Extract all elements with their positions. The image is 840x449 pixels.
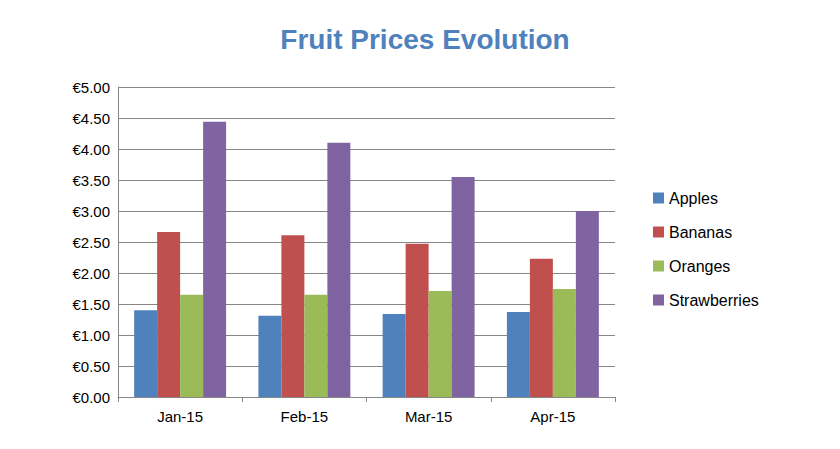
svg-text:Fruit Prices Evolution: Fruit Prices Evolution bbox=[280, 24, 569, 55]
svg-text:Apples: Apples bbox=[669, 190, 718, 207]
svg-text:Feb-15: Feb-15 bbox=[281, 408, 329, 425]
svg-text:Mar-15: Mar-15 bbox=[405, 408, 453, 425]
svg-text:€3.50: €3.50 bbox=[72, 172, 110, 189]
svg-text:Apr-15: Apr-15 bbox=[530, 408, 575, 425]
svg-text:Jan-15: Jan-15 bbox=[157, 408, 203, 425]
svg-text:€3.00: €3.00 bbox=[72, 203, 110, 220]
svg-text:€0.50: €0.50 bbox=[72, 358, 110, 375]
svg-text:Bananas: Bananas bbox=[669, 224, 732, 241]
svg-text:Strawberries: Strawberries bbox=[669, 292, 759, 309]
svg-text:€5.00: €5.00 bbox=[72, 79, 110, 96]
svg-text:€0.00: €0.00 bbox=[72, 389, 110, 406]
svg-text:€2.00: €2.00 bbox=[72, 265, 110, 282]
svg-text:€2.50: €2.50 bbox=[72, 234, 110, 251]
svg-text:€1.50: €1.50 bbox=[72, 296, 110, 313]
svg-text:€4.50: €4.50 bbox=[72, 110, 110, 127]
svg-text:€1.00: €1.00 bbox=[72, 327, 110, 344]
svg-text:€4.00: €4.00 bbox=[72, 141, 110, 158]
svg-text:Oranges: Oranges bbox=[669, 258, 730, 275]
